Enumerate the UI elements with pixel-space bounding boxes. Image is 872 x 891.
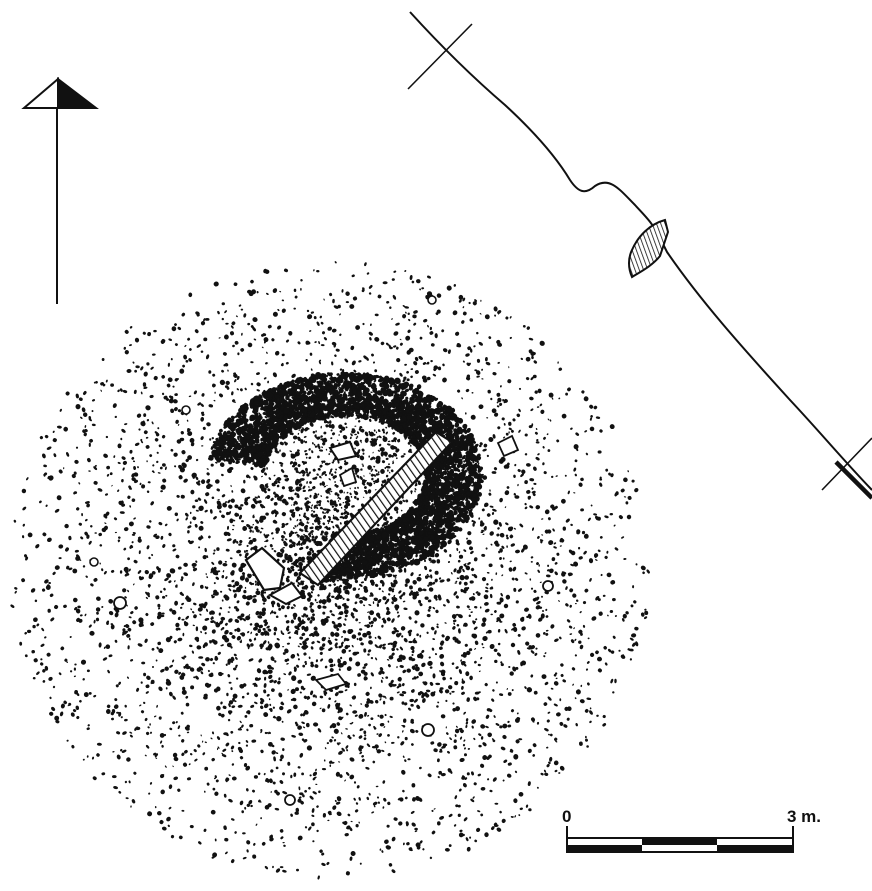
north-arrow-icon [21, 76, 99, 304]
scale-segment-1 [567, 845, 642, 852]
scale-segment-3 [717, 845, 793, 852]
scale-label-end: 3 m. [787, 807, 822, 826]
scale-label-start: 0 [562, 807, 572, 826]
cist-slab [298, 430, 454, 587]
section-profile [407, 11, 872, 500]
scale-bar [566, 826, 794, 853]
scale-segment-2 [642, 838, 717, 845]
section-slab [628, 218, 670, 279]
cist-stones [89, 295, 554, 806]
cairn-stone-spread [10, 261, 650, 880]
